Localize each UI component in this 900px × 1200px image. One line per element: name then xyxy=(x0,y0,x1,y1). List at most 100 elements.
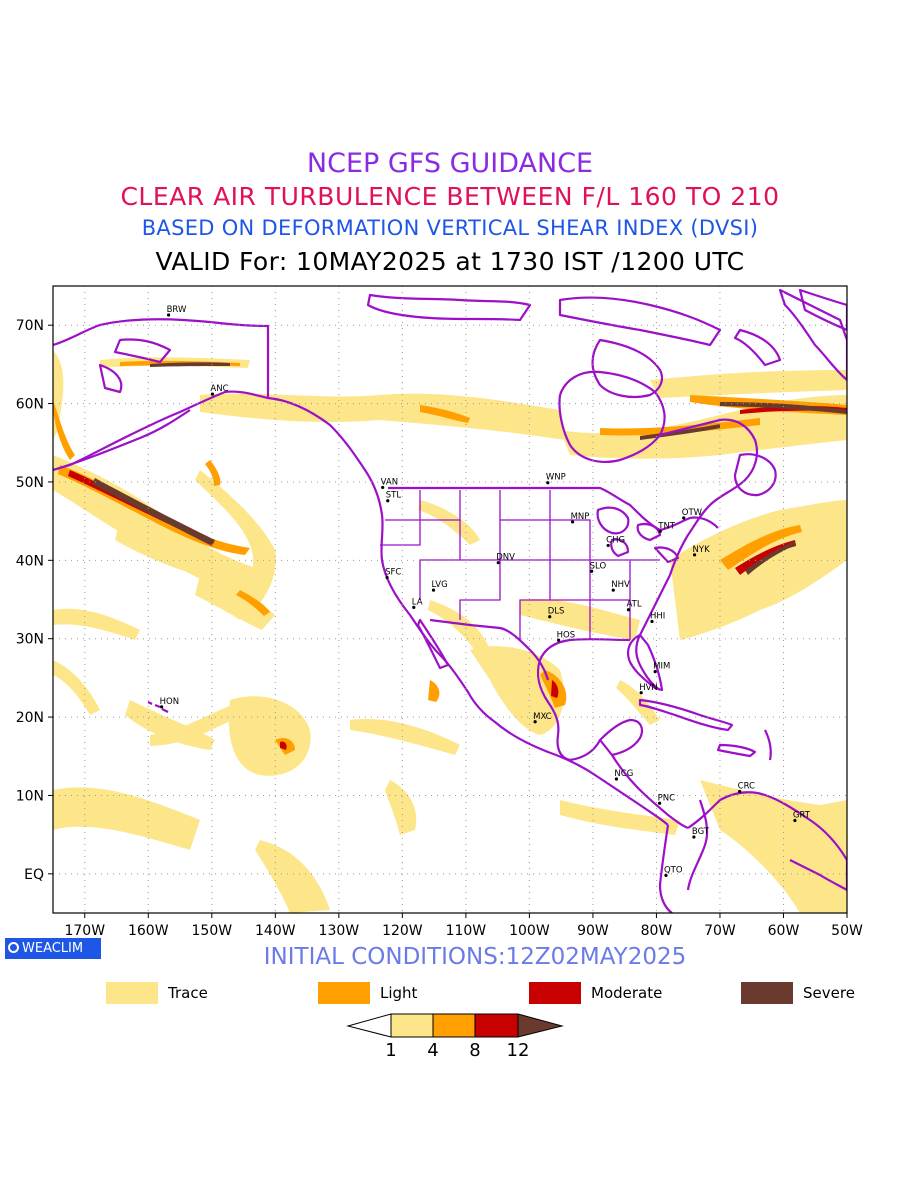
coastline-layer xyxy=(53,288,847,913)
station-marker xyxy=(546,481,550,485)
colorbar-moderate xyxy=(474,1013,519,1038)
station-marker xyxy=(658,801,662,805)
station-marker xyxy=(650,619,654,624)
lon-tick-label: 130W xyxy=(319,923,360,939)
lon-tick-label: 170W xyxy=(64,923,105,939)
legend-swatch-trace xyxy=(106,982,158,1004)
station-label-tnt: TNT xyxy=(657,521,676,531)
legend-label-light: Light xyxy=(380,984,418,1002)
station-marker xyxy=(664,873,668,877)
station-label-nhv: NHV xyxy=(611,580,630,590)
colorbar-high-arrow xyxy=(517,1013,564,1038)
station-label-dls: DLS xyxy=(548,607,565,617)
lat-tick-label: 70N xyxy=(16,318,44,334)
colorbar-tick-12: 12 xyxy=(506,1040,530,1061)
station-label-hhi: HHI xyxy=(650,611,665,621)
station-marker xyxy=(533,720,537,724)
station-marker xyxy=(431,588,436,592)
station-label-brw: BRW xyxy=(167,305,187,315)
brand-label: WEACLIM xyxy=(22,941,84,956)
station-label-stl: STL xyxy=(386,491,402,501)
station-marker xyxy=(381,485,385,490)
axis-ticks xyxy=(48,324,848,918)
gulf-coast xyxy=(536,638,631,762)
atlantic-coast xyxy=(635,574,671,691)
lon-tick-label: 50W xyxy=(831,923,863,939)
station-marker xyxy=(548,615,552,619)
lon-tick-label: 120W xyxy=(382,923,423,939)
station-marker xyxy=(658,529,662,533)
station-label-dnv: DNV xyxy=(496,553,515,563)
station-marker xyxy=(167,313,171,317)
lon-tick-label: 100W xyxy=(509,923,550,939)
colorbar-trace xyxy=(390,1013,434,1038)
turbulence-field xyxy=(53,350,847,913)
lat-tick-label: 40N xyxy=(16,553,44,569)
initial-conditions: INITIAL CONDITIONS:12Z02MAY2025 xyxy=(263,944,687,970)
alaska-coast xyxy=(53,318,270,472)
colorbar-low-arrow xyxy=(346,1013,392,1038)
legend-swatch-light xyxy=(318,982,370,1004)
colorbar-light xyxy=(432,1013,476,1038)
lon-tick-label: 70W xyxy=(704,923,736,939)
station-marker xyxy=(386,499,390,503)
lon-tick-label: 160W xyxy=(128,923,169,939)
station-label-bgt: BGT xyxy=(692,827,710,837)
station-marker xyxy=(412,605,416,609)
station-marker xyxy=(570,520,575,524)
lat-tick-label: EQ xyxy=(24,867,44,883)
station-label-mim: MIM xyxy=(653,662,670,672)
lat-tick-label: 10N xyxy=(16,788,44,804)
station-label-qto: QTO xyxy=(664,865,683,875)
title-line-3: BASED ON DEFORMATION VERTICAL SHEAR INDE… xyxy=(141,216,759,240)
station-marker xyxy=(557,638,561,642)
lat-tick-label: 50N xyxy=(16,475,44,491)
station-marker xyxy=(639,691,643,695)
station-label-lvg: LVG xyxy=(431,580,447,590)
station-label-hvn: HVN xyxy=(639,683,658,693)
lon-tick-label: 80W xyxy=(641,923,673,939)
lon-tick-label: 90W xyxy=(577,923,609,939)
title-line-1: NCEP GFS GUIDANCE xyxy=(306,148,594,179)
station-marker xyxy=(210,392,215,396)
colorbar-tick-4: 4 xyxy=(427,1040,439,1061)
lon-tick-label: 60W xyxy=(768,923,800,939)
station-label-van: VAN xyxy=(381,477,398,487)
graticule xyxy=(53,286,847,913)
station-marker xyxy=(590,569,594,573)
station-label-crc: CRC xyxy=(738,782,755,792)
station-label-mnp: MNP xyxy=(571,512,590,522)
station-labels: BRW ANC VAN STL WNP MNP TNT OTW CHG NYK DNV SFC LVG S… xyxy=(160,305,811,877)
south-america-coast xyxy=(658,791,847,913)
colorbar-tick-8: 8 xyxy=(469,1040,481,1061)
station-label-anc: ANC xyxy=(210,384,228,394)
lon-tick-label: 140W xyxy=(255,923,296,939)
map-frame xyxy=(52,285,848,914)
station-label-grt: GRT xyxy=(793,811,811,821)
us-mexico-border xyxy=(429,618,550,681)
station-label-otw: OTW xyxy=(682,508,703,518)
legend-label-moderate: Moderate xyxy=(591,984,663,1002)
station-marker xyxy=(626,608,631,612)
station-marker xyxy=(793,818,797,823)
pacific-coast xyxy=(267,396,669,826)
station-marker xyxy=(692,553,697,557)
station-marker xyxy=(385,575,389,580)
lon-tick-label: 150W xyxy=(192,923,233,939)
legend-label-severe: Severe xyxy=(803,984,855,1002)
station-label-sfc: SFC xyxy=(385,568,401,578)
station-marker xyxy=(614,777,619,781)
lat-tick-label: 20N xyxy=(16,710,44,726)
station-label-chg: CHG xyxy=(606,535,625,545)
station-marker xyxy=(496,561,500,565)
station-label-wnp: WNP xyxy=(546,473,566,483)
station-label-slo: SLO xyxy=(590,561,607,571)
globe-icon xyxy=(8,942,19,953)
station-label-hos: HOS xyxy=(557,630,575,640)
axis-labels: 170W 160W 150W 140W 130W 120W 110W 100W 90W 80W 70… xyxy=(16,318,863,939)
station-label-nyk: NYK xyxy=(693,545,711,555)
hawaii-islands xyxy=(147,701,169,713)
station-marker xyxy=(160,705,164,709)
station-label-mxc: MXC xyxy=(533,712,552,722)
turbulence-map: BRW ANC VAN STL WNP MNP TNT OTW CHG NYK DNV SFC LVG S… xyxy=(16,285,863,939)
